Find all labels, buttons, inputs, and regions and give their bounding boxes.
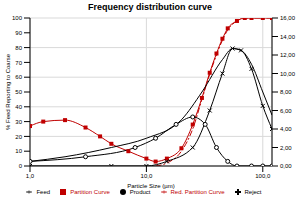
html-text:Reject: Reject	[244, 189, 262, 195]
svg-text:12,00: 12,00	[280, 52, 292, 58]
svg-text:60: 60	[15, 74, 22, 80]
svg-text:40: 40	[15, 104, 22, 110]
svg-text:50: 50	[15, 89, 22, 95]
svg-text:% Feed Reporting to Coarse: % Feed Reporting to Coarse	[8, 53, 11, 130]
svg-text:10: 10	[15, 148, 22, 154]
svg-text:1,0: 1,0	[26, 173, 35, 179]
html-text:Red. Partition Curve: Red. Partition Curve	[170, 189, 225, 195]
svg-text:0,00: 0,00	[280, 163, 292, 169]
svg-text:0: 0	[19, 163, 23, 169]
svg-text:16,00: 16,00	[280, 15, 292, 21]
svg-text:100: 100	[12, 15, 23, 21]
svg-text:30: 30	[15, 119, 22, 125]
html-text:Frequency distribution curve: Frequency distribution curve	[88, 2, 212, 12]
html-text:Feed: Feed	[36, 189, 51, 195]
svg-text:8,00: 8,00	[280, 89, 292, 95]
html-text:Product: Product	[129, 189, 151, 195]
svg-text:4,00: 4,00	[280, 126, 292, 132]
svg-text:14,00: 14,00	[280, 34, 292, 40]
svg-text:6,00: 6,00	[280, 108, 292, 114]
svg-text:20: 20	[15, 134, 22, 140]
svg-text:70: 70	[15, 60, 22, 66]
svg-text:Particle Size (µm): Particle Size (µm)	[127, 183, 174, 189]
svg-text:100,0: 100,0	[255, 173, 271, 179]
html-text:Partition Curve: Partition Curve	[70, 189, 110, 195]
svg-text:10,00: 10,00	[280, 71, 292, 77]
svg-text:2,00: 2,00	[280, 145, 292, 151]
svg-text:80: 80	[15, 45, 22, 51]
svg-text:90: 90	[15, 30, 22, 36]
svg-text:10,0: 10,0	[141, 173, 153, 179]
